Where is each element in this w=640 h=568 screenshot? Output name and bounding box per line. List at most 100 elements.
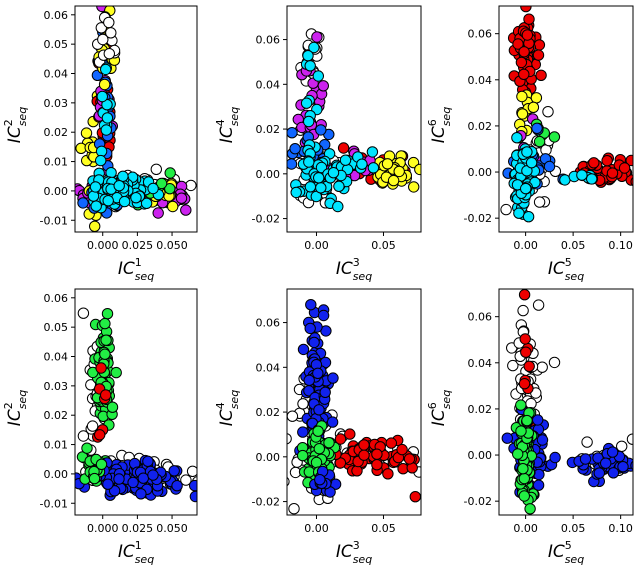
scatter-point	[512, 38, 524, 50]
scatter-point	[530, 92, 543, 104]
x-axis-label: IC3 seq	[336, 539, 372, 566]
scatter-point	[382, 468, 394, 480]
scatter-point	[385, 437, 397, 449]
scatter-point	[511, 132, 523, 144]
scatter-point	[500, 203, 512, 216]
y-tick-label: 0.02	[468, 403, 493, 416]
scatter-point	[327, 372, 339, 384]
scatter-point	[89, 220, 101, 232]
scatter-point	[101, 112, 114, 124]
scatter-point	[501, 432, 513, 444]
scatter-point	[313, 172, 325, 184]
scatter-point	[586, 173, 598, 185]
scatter-point	[521, 414, 533, 427]
scatter-point	[96, 90, 109, 103]
scatter-point	[409, 491, 421, 503]
y-tick-label: 0.00	[468, 166, 493, 179]
scatter-point	[520, 346, 532, 358]
y-tick-label: 0.05	[44, 38, 69, 51]
scatter-point	[102, 195, 114, 207]
axes-frame	[286, 5, 422, 233]
scatter-point	[77, 307, 90, 319]
scatter-point	[140, 197, 153, 210]
scatter-point	[312, 425, 324, 437]
scatter-point	[290, 186, 302, 199]
scatter-point	[317, 80, 329, 92]
scatter-point	[358, 439, 370, 451]
scatter-point	[532, 299, 545, 311]
y-tick-label: 0.04	[468, 357, 493, 370]
x-tick-label: 0.025	[122, 522, 154, 535]
scatter-point	[201, 465, 211, 475]
scatter-point	[100, 389, 112, 401]
scatter-point	[287, 410, 299, 422]
scatter-point	[543, 160, 556, 173]
y-axis-label: IC4seq	[214, 107, 241, 143]
scatter-point	[98, 78, 111, 91]
scatter-point	[137, 472, 150, 484]
y-tick-label: -0.02	[464, 212, 492, 225]
scatter-point	[518, 490, 530, 502]
y-tick-label: 0.04	[44, 351, 69, 364]
scatter-point	[520, 289, 526, 290]
scatter-point	[77, 430, 90, 442]
scatter-point	[617, 461, 629, 473]
x-tick-label: 0.00	[513, 239, 538, 252]
y-tick-label: -0.02	[252, 213, 280, 226]
scatter-point	[523, 360, 535, 372]
scatter-point	[367, 162, 380, 174]
y-tick-label: 0.03	[44, 97, 69, 110]
scatter-point	[304, 322, 316, 335]
y-tick-label: 0.04	[44, 68, 69, 81]
scatter-point	[297, 426, 309, 438]
x-tick-label: 0.05	[371, 522, 396, 535]
scatter-point	[606, 167, 619, 179]
scatter-point	[516, 108, 529, 120]
scatter-point	[527, 101, 540, 114]
scatter-point	[288, 503, 300, 515]
scatter-point	[313, 443, 325, 455]
y-tick-label: 0.03	[44, 380, 69, 393]
scatter-point	[168, 465, 180, 477]
x-tick-label: 0.10	[608, 522, 633, 535]
scatter-point	[97, 33, 109, 46]
scatter-point	[393, 165, 405, 178]
scatter-point	[155, 177, 168, 190]
scatter-points	[501, 289, 633, 515]
scatter-point	[89, 181, 102, 193]
x-axis-label: IC1 seq	[118, 539, 154, 566]
y-tick-label: 0.06	[256, 317, 281, 330]
scatter-point	[536, 361, 548, 373]
scatter-point	[581, 436, 593, 448]
scatter-point	[525, 157, 538, 169]
scatter-point	[86, 420, 99, 432]
scatter-point	[117, 170, 129, 183]
scatter-point	[175, 192, 188, 204]
axes-frame	[286, 288, 422, 516]
scatter-point	[189, 490, 197, 503]
y-tick-label: 0.06	[44, 9, 69, 22]
scatter-point	[113, 180, 125, 192]
y-tick-label: -0.01	[40, 497, 68, 510]
scatter-point	[339, 154, 352, 166]
scatter-point	[289, 143, 301, 155]
scatter-point	[310, 190, 322, 203]
x-tick-label: 0.000	[87, 522, 119, 535]
scatter-point	[303, 466, 315, 478]
scatter-point	[99, 317, 111, 330]
scatter-point	[287, 127, 298, 139]
y-tick-label: 0.00	[468, 449, 493, 462]
scatter-point	[518, 46, 530, 58]
scatter-point	[371, 448, 383, 460]
scatter-point	[548, 356, 561, 369]
scatter-point	[579, 453, 592, 465]
scatter-panel-6: 0.00 0.05 0.10 -0.02 0.00 0.02 0.04 0.06 IC5 seq I…	[426, 288, 634, 566]
scatter-point	[287, 476, 290, 487]
scatter-point	[520, 6, 532, 13]
scatter-points	[75, 6, 197, 232]
y-tick-label: 0.02	[44, 126, 69, 139]
scatter-point	[106, 401, 119, 413]
scatter-point	[297, 398, 309, 410]
scatter-point	[95, 458, 108, 470]
scatter-point	[113, 473, 125, 485]
